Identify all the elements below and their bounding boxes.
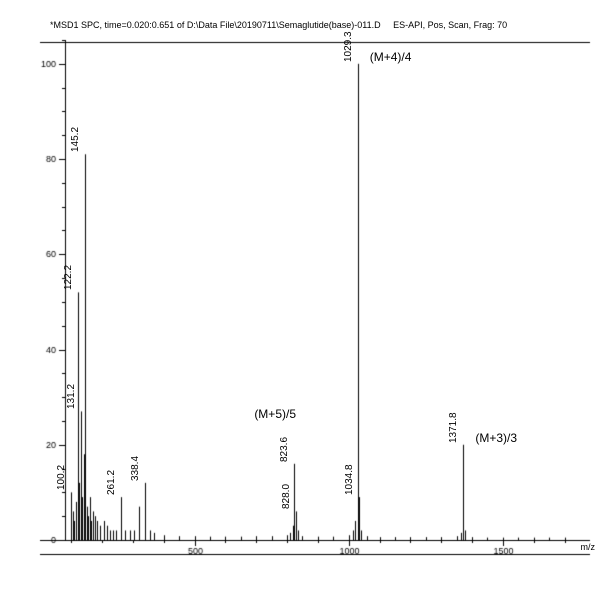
peak-label: 338.4 [130,456,141,481]
ion-annotation: (M+3)/3 [475,431,517,445]
peak-label: 131.2 [66,384,77,409]
ion-annotation: (M+4)/4 [370,50,412,64]
peak-label: 1034.8 [344,465,355,496]
spectrum-canvas [0,0,603,591]
peak-label: 100.2 [56,465,67,490]
peak-label: 261.2 [106,470,117,495]
peak-label: 1029.3 [343,31,354,62]
peak-label: 122.2 [63,265,74,290]
chart-title: *MSD1 SPC, time=0.020:0.651 of D:\Data F… [50,20,507,30]
chart-container: { "type": "mass-spectrum", "canvas": { "… [0,0,603,591]
peak-label: 823.6 [279,437,290,462]
peak-label: 145.2 [70,127,81,152]
x-axis-label: m/z [581,542,596,552]
peak-label: 828.0 [281,484,292,509]
ion-annotation: (M+5)/5 [254,407,296,421]
peak-label: 1371.8 [448,412,459,443]
